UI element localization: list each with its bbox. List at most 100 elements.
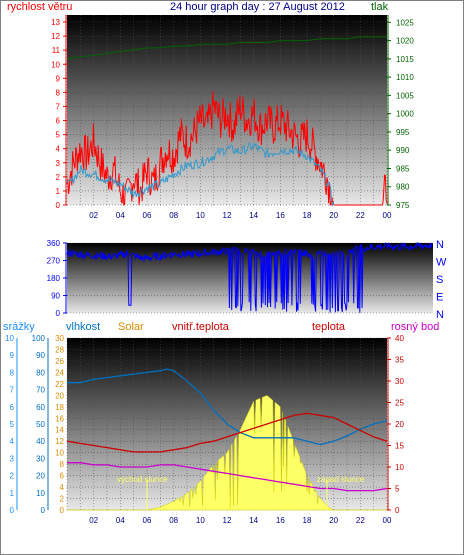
left-tick-label: 0: [56, 309, 61, 318]
x-tick-label: 14: [249, 211, 258, 220]
right-tick-label: 990: [396, 146, 410, 155]
x-tick-label: 04: [116, 211, 125, 220]
left-tick-label: 10: [51, 60, 60, 69]
x-tick-label: 16: [276, 211, 285, 220]
legend-vlhkost: vlhkost: [66, 321, 100, 333]
humidity-tick-label: 10: [36, 489, 45, 498]
panel1-x-ticks: 02 04 06 08 10 12 14 16 18 20 22 00: [89, 211, 392, 220]
x-tick-label: 12: [223, 516, 232, 525]
humidity-tick-label: 70: [36, 386, 45, 395]
x-tick-label: 10: [196, 211, 205, 220]
solar-tick-label: 8: [60, 460, 65, 469]
legend-teplota: teplota: [312, 321, 346, 333]
series-wind-average: [66, 141, 335, 207]
compass-label: N: [436, 309, 444, 321]
left-tick-label: 360: [47, 239, 61, 248]
compass-label: S: [436, 274, 443, 286]
precip-tick-label: 5: [10, 420, 15, 429]
solar-tick-label: 2: [60, 495, 65, 504]
precip-tick-label: 2: [10, 472, 15, 481]
left-tick-label: 5: [56, 131, 61, 140]
humidity-tick-label: 90: [36, 351, 45, 360]
left-tick-label: 1: [56, 187, 61, 196]
solar-tick-label: 6: [60, 472, 65, 481]
left-tick-label: 3: [56, 159, 61, 168]
x-tick-label: 20: [329, 516, 338, 525]
x-tick-label: 00: [383, 516, 392, 525]
solar-tick-label: 28: [55, 345, 64, 354]
right-tick-label: 980: [396, 183, 410, 192]
legend-rosny-bod: rosný bod: [391, 321, 439, 333]
series-humidity: [67, 368, 388, 446]
precip-tick-label: 7: [10, 386, 15, 395]
annotation-label: západ slunce: [317, 475, 365, 484]
left-tick-label: 0: [56, 201, 61, 210]
left-tick-label: 6: [56, 117, 61, 126]
humidity-tick-label: 100: [32, 334, 46, 343]
temp-tick-label: 15: [395, 442, 404, 451]
solar-tick-label: 26: [55, 357, 64, 366]
temp-tick-label: 0: [395, 506, 400, 515]
precip-tick-label: 6: [10, 403, 15, 412]
x-tick-label: 00: [383, 211, 392, 220]
panel1-plot-area: [67, 15, 387, 205]
x-tick-label: 16: [276, 516, 285, 525]
x-tick-label: 04: [116, 516, 125, 525]
pressure-axis-label: tlak: [371, 1, 389, 13]
temp-tick-label: 10: [395, 463, 404, 472]
x-tick-label: 02: [89, 211, 98, 220]
left-tick-label: 7: [56, 102, 61, 111]
right-tick-label: 1010: [396, 73, 414, 82]
right-tick-label: 1005: [396, 91, 414, 100]
left-tick-label: 90: [51, 292, 60, 301]
x-tick-label: 08: [169, 516, 178, 525]
precip-tick-label: 9: [10, 351, 15, 360]
solar-tick-label: 20: [55, 391, 64, 400]
panel3-x-ticks: 02 04 06 08 10 12 14 16 18 20 22 00: [89, 516, 392, 525]
series-pressure: [66, 36, 387, 60]
x-tick-label: 14: [249, 516, 258, 525]
right-tick-label: 975: [396, 201, 410, 210]
panel3-annotations: východ slunce západ slunce: [117, 475, 365, 510]
left-tick-label: 13: [51, 18, 60, 27]
solar-tick-label: 24: [55, 368, 64, 377]
series-solar: [67, 395, 387, 511]
solar-tick-label: 12: [55, 437, 64, 446]
solar-tick-label: 30: [55, 334, 64, 343]
solar-tick-label: 0: [60, 506, 65, 515]
x-tick-label: 02: [89, 516, 98, 525]
series-wind-direction: [66, 242, 433, 313]
panel1-series: [66, 36, 388, 207]
series-dew-point: [67, 462, 388, 492]
panel3-axes: 0123456789100102030405060708090100024681…: [5, 334, 404, 515]
humidity-tick-label: 40: [36, 437, 45, 446]
x-tick-label: 10: [196, 516, 205, 525]
left-tick-label: 11: [52, 46, 61, 55]
temp-tick-label: 30: [395, 377, 404, 386]
compass-label: W: [436, 257, 447, 269]
right-tick-label: 1015: [396, 55, 414, 64]
right-tick-label: 1025: [396, 18, 414, 27]
humidity-tick-label: 80: [36, 368, 45, 377]
x-tick-label: 12: [223, 211, 232, 220]
left-tick-label: 2: [56, 173, 61, 182]
x-tick-label: 18: [303, 516, 312, 525]
humidity-tick-label: 0: [41, 506, 46, 515]
x-tick-label: 18: [303, 211, 312, 220]
legend-vnitr-teplota: vnitř.teplota: [172, 321, 230, 333]
annotation-label: východ slunce: [117, 475, 168, 484]
legend-solar: Solar: [118, 321, 144, 333]
compass-label: N: [436, 239, 444, 251]
right-tick-label: 995: [396, 128, 410, 137]
solar-tick-label: 14: [55, 426, 64, 435]
temp-tick-label: 35: [395, 356, 404, 365]
solar-tick-label: 4: [60, 483, 65, 492]
left-tick-label: 8: [56, 88, 61, 97]
left-tick-label: 270: [47, 257, 61, 266]
right-tick-label: 1000: [396, 110, 414, 119]
x-tick-label: 22: [356, 516, 365, 525]
solar-tick-label: 18: [55, 403, 64, 412]
precip-tick-label: 1: [10, 489, 15, 498]
